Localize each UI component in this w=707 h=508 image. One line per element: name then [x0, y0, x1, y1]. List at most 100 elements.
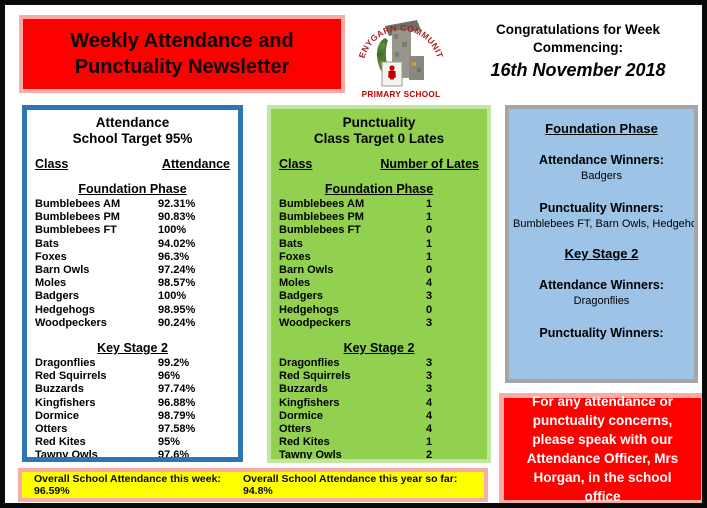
winners-ks2-header: Key Stage 2	[564, 246, 639, 261]
table-row: Woodpeckers 90.24%	[35, 317, 230, 330]
class-name: Dormice	[35, 409, 80, 422]
table-row: Red Kites 95%	[35, 436, 230, 449]
class-name: Hedgehogs	[35, 303, 95, 316]
class-name: Kingfishers	[279, 396, 340, 409]
table-row: Otters 4	[279, 423, 479, 436]
class-value: 1	[425, 198, 433, 210]
class-name: Barn Owls	[279, 264, 334, 277]
class-name: Foxes	[279, 250, 311, 263]
attendance-panel: Attendance School Target 95% Class Atten…	[22, 105, 243, 462]
school-logo-image: PENYGARN COMMUNITY PRIMARY SCHOOL	[352, 5, 445, 99]
table-row: Kingfishers 96.88%	[35, 397, 230, 410]
punctuality-foundation-header: Foundation Phase	[324, 182, 434, 196]
table-row: Dormice 98.79%	[35, 410, 230, 423]
class-value: 96.88%	[158, 396, 196, 409]
punctuality-column-headers: Class Number of Lates	[279, 157, 479, 171]
class-value: 3	[425, 370, 433, 383]
class-name: Tawny Owls	[279, 449, 342, 462]
class-value: 0	[425, 224, 433, 237]
class-name: Hedgehogs	[279, 303, 339, 316]
class-name: Buzzards	[279, 383, 328, 396]
attendance-foundation-header: Foundation Phase	[78, 182, 187, 196]
logo-bottom-text: PRIMARY SCHOOL	[362, 90, 441, 99]
attendance-ks2-header: Key Stage 2	[97, 341, 168, 356]
class-value: 97.58%	[158, 423, 196, 436]
table-row: Moles 98.57%	[35, 277, 230, 290]
column-header-class: Class	[279, 157, 313, 171]
class-name: Dragonflies	[35, 357, 96, 370]
punctuality-target: Class Target 0 Lates	[313, 131, 445, 146]
logo-side-block	[409, 56, 424, 80]
class-value: 0	[425, 264, 433, 277]
class-name: Bats	[35, 237, 59, 250]
foundation-attendance-winners-label: Attendance Winners:	[539, 153, 664, 167]
column-header-attendance: Attendance	[161, 157, 230, 171]
class-value: 4	[425, 423, 433, 436]
table-row: Badgers 3	[279, 290, 479, 303]
school-logo: PENYGARN COMMUNITY PRIMARY SCHOOL	[352, 5, 447, 101]
class-value: 1	[425, 237, 433, 250]
table-row: Foxes 1	[279, 251, 479, 264]
table-row: Red Squirrels 3	[279, 370, 479, 383]
class-value: 2	[425, 449, 433, 462]
attendance-panel-title: Attendance	[95, 115, 170, 130]
class-name: Buzzards	[35, 383, 84, 396]
table-row: Moles 4	[279, 277, 479, 290]
class-value: 97.74%	[158, 383, 196, 396]
class-value: 1	[425, 211, 433, 224]
class-name: Bumblebees PM	[35, 211, 120, 224]
table-row: Buzzards 3	[279, 383, 479, 396]
week-commencing-date: 16th November 2018	[490, 60, 666, 80]
class-name: Moles	[279, 277, 311, 290]
winners-panel: Foundation Phase Attendance Winners: Bad…	[505, 105, 698, 383]
class-name: Badgers	[279, 290, 324, 303]
table-row: Bumblebees AM 92.31%	[35, 198, 230, 211]
class-value: 99.2%	[158, 357, 190, 370]
class-name: Tawny Owls	[35, 449, 98, 462]
table-row: Tawny Owls 2	[279, 449, 479, 462]
table-row: Red Squirrels 96%	[35, 370, 230, 383]
table-row: Bumblebees FT 100%	[35, 224, 230, 237]
class-name: Dormice	[279, 409, 324, 422]
class-name: Barn Owls	[35, 264, 90, 277]
class-value: 100%	[158, 224, 187, 237]
table-row: Dragonflies 99.2%	[35, 357, 230, 370]
class-name: Foxes	[35, 250, 67, 263]
class-value: 98.57%	[158, 277, 196, 290]
table-row: Dormice 4	[279, 410, 479, 423]
ks2-attendance-winner: Dragonflies	[573, 295, 630, 307]
attendance-target: School Target 95%	[72, 131, 193, 146]
class-value: 98.95%	[158, 303, 196, 316]
class-value: 0	[425, 303, 433, 316]
table-row: Barn Owls 97.24%	[35, 264, 230, 277]
newsletter-title: Weekly Attendance and Punctuality Newslet…	[70, 30, 294, 78]
column-header-lates: Number of Lates	[380, 157, 479, 171]
class-value: 94.02%	[158, 237, 196, 250]
table-row: Bumblebees PM 1	[279, 211, 479, 224]
table-row: Bumblebees PM 90.83%	[35, 211, 230, 224]
class-value: 92.31%	[158, 198, 196, 210]
class-value: 4	[425, 277, 433, 290]
class-value: 3	[425, 357, 433, 370]
table-row: Tawny Owls 97.6%	[35, 449, 230, 462]
table-row: Bumblebees AM 1	[279, 198, 479, 211]
class-value: 1	[425, 436, 433, 449]
ks2-punctuality-winners-label: Punctuality Winners:	[539, 326, 664, 340]
foundation-punctuality-winners-label: Punctuality Winners:	[539, 201, 664, 215]
class-value: 3	[425, 383, 433, 396]
table-row: Hedgehogs 0	[279, 304, 479, 317]
class-name: Red Squirrels	[279, 370, 351, 383]
class-name: Red Kites	[279, 436, 330, 449]
attendance-foundation-rows: Bumblebees AM 92.31% Bumblebees PM 90.83% Bu…	[35, 198, 230, 330]
table-row: Woodpeckers 3	[279, 317, 479, 330]
table-row: Kingfishers 4	[279, 397, 479, 410]
class-name: Dragonflies	[279, 357, 340, 370]
class-value: 100%	[158, 290, 187, 303]
table-row: Red Kites 1	[279, 436, 479, 449]
overall-week-attendance: Overall School Attendance this week: 96.…	[34, 473, 221, 497]
punctuality-panel: Punctuality Class Target 0 Lates Class N…	[267, 105, 491, 463]
class-value: 96.3%	[158, 250, 190, 263]
class-value: 90.83%	[158, 211, 196, 224]
class-name: Bumblebees FT	[279, 224, 361, 237]
table-row: Bumblebees FT 0	[279, 224, 479, 237]
